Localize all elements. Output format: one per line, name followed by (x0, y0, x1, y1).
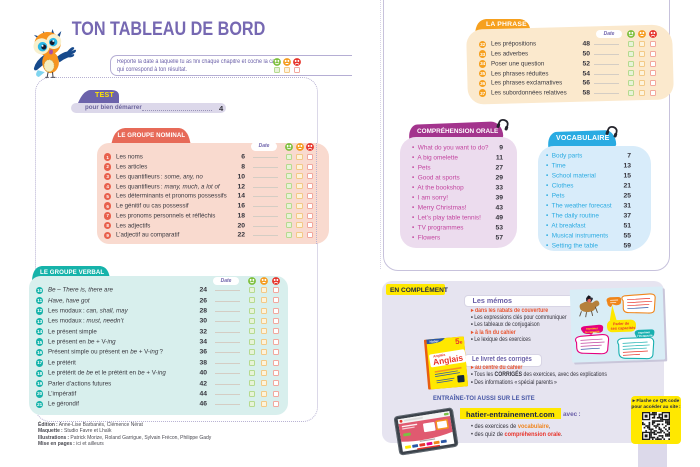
svg-text:Hatier: Hatier (429, 339, 439, 344)
svg-text:5e: 5e (455, 336, 463, 346)
svg-text:Anglais: Anglais (432, 352, 464, 367)
svg-text:la capacité: la capacité (585, 329, 600, 334)
svg-text:exprimer: exprimer (638, 330, 651, 334)
svg-text:Parler de: Parler de (613, 322, 629, 327)
svg-text:l'incapacité: l'incapacité (637, 333, 653, 338)
svg-text:ses capacités: ses capacités (611, 326, 636, 331)
svg-text:Anglais: Anglais (433, 353, 446, 359)
svg-text:exprimer: exprimer (586, 326, 599, 330)
